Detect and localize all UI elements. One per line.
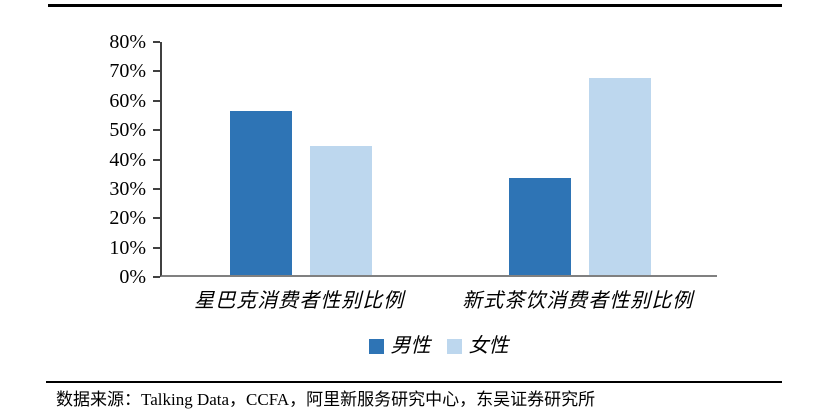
y-axis-tick-label: 20% [109, 207, 146, 230]
y-axis-tick-label: 40% [109, 148, 146, 171]
y-axis-tick-label: 0% [119, 266, 146, 288]
legend-item-1: 女性 [446, 335, 509, 357]
y-axis-tick [153, 217, 160, 220]
y-axis-tick [153, 246, 160, 249]
y-axis-tick [153, 158, 160, 161]
y-axis-tick-label: 70% [109, 60, 146, 83]
category-label-1: 新式茶饮消费者性别比例 [462, 290, 694, 312]
bar-chart: 0% 10% 20% 30% 40% 50% 60% 70% 80% 星巴克消费者性别比例 新式茶… [109, 31, 717, 356]
legend-item-0: 男性 [368, 335, 431, 357]
y-axis-tick-label: 10% [109, 236, 146, 259]
category-label-0: 星巴克消费者性别比例 [194, 290, 405, 312]
plot-area [153, 41, 717, 278]
chart-legend: 男性 女性 [160, 336, 717, 356]
legend-swatch-icon [368, 338, 384, 354]
bar-series0-cat1 [508, 178, 571, 275]
separator-rule [46, 381, 782, 383]
legend-label: 女性 [468, 335, 509, 357]
top-rule [48, 4, 782, 7]
legend-label: 男性 [390, 335, 431, 357]
bar-series0-cat0 [230, 110, 293, 275]
bar-series1-cat1 [588, 78, 651, 275]
legend-swatch-icon [446, 338, 462, 354]
y-axis-tick [153, 41, 160, 43]
y-axis-tick-label: 50% [109, 119, 146, 142]
y-axis-tick [153, 187, 160, 190]
bar-series1-cat0 [310, 145, 373, 275]
y-axis-tick [153, 129, 160, 132]
y-axis-tick-label: 60% [109, 89, 146, 112]
y-axis-tick [153, 70, 160, 73]
y-axis-tick [153, 99, 160, 102]
y-axis-tick-label: 30% [109, 177, 146, 200]
y-axis-tick [153, 276, 160, 278]
y-axis-tick-label: 80% [109, 31, 146, 53]
source-note: 数据来源：Talking Data，CCFA，阿里新服务研究中心，东吴证券研究所 [56, 390, 596, 409]
